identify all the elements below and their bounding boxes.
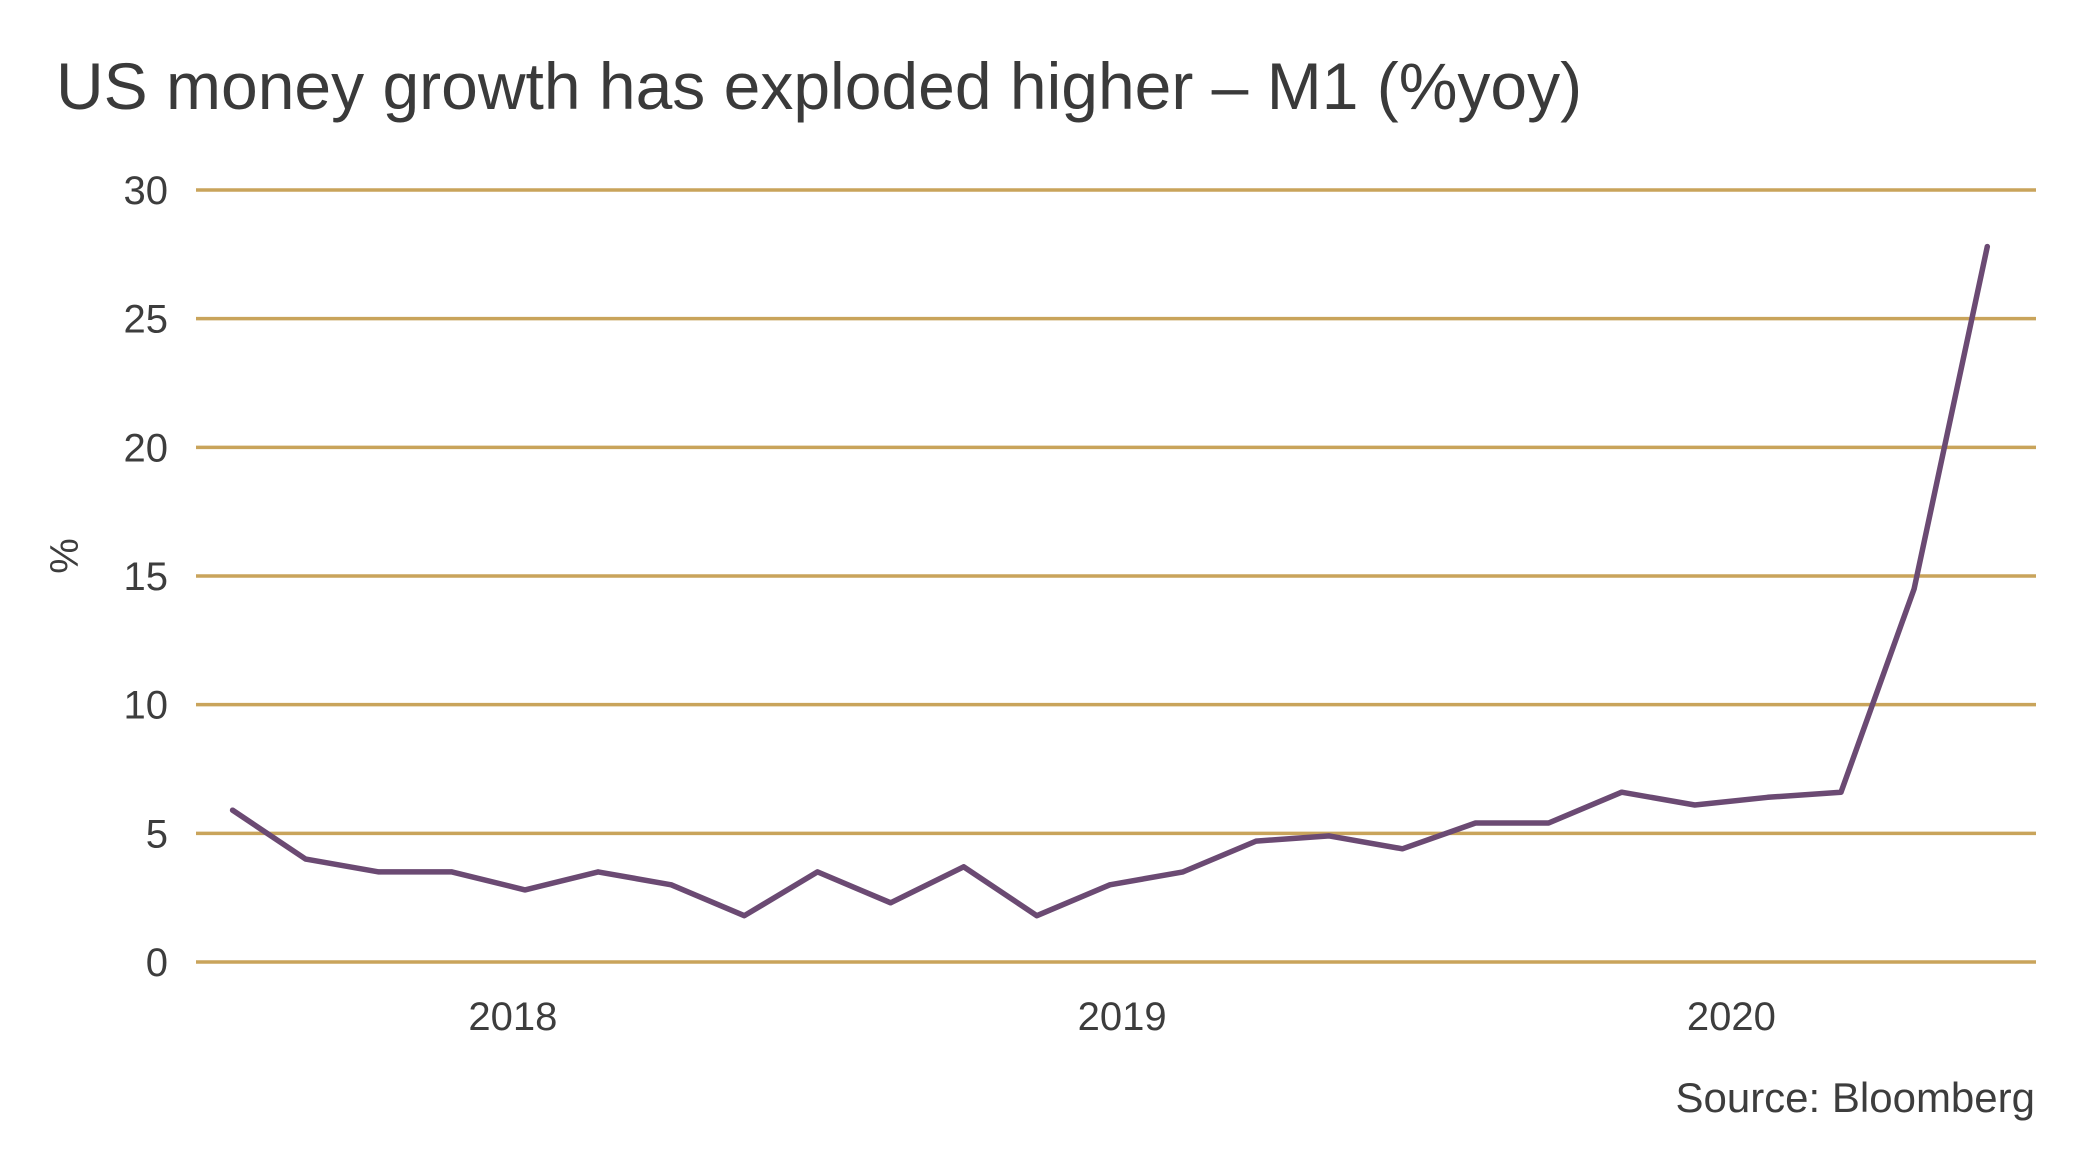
data-point [1107, 882, 1113, 888]
y-tick-label: 0 [146, 941, 168, 985]
y-tick-label: 5 [146, 812, 168, 856]
data-point [1911, 586, 1917, 592]
data-point [1253, 838, 1259, 844]
data-point [1984, 244, 1990, 250]
data-point [449, 869, 455, 875]
y-tick-label: 30 [124, 169, 169, 213]
y-tick-label: 25 [124, 298, 169, 342]
data-point [814, 869, 820, 875]
data-point [1399, 846, 1405, 852]
y-tick-label: 20 [124, 426, 169, 470]
chart-title: US money growth has exploded higher – M1… [56, 49, 1583, 123]
data-point [1619, 789, 1625, 795]
series-layer [229, 243, 1991, 919]
data-point [1472, 820, 1478, 826]
data-point [1546, 820, 1552, 826]
data-point [376, 869, 382, 875]
data-point [1034, 913, 1040, 919]
y-tick-label: 15 [124, 555, 169, 599]
x-tick-label: 2018 [468, 995, 557, 1039]
gridlines [196, 188, 2036, 964]
x-tick-label: 2019 [1078, 995, 1167, 1039]
data-point [961, 864, 967, 870]
x-tick-label: 2020 [1687, 995, 1776, 1039]
data-point [888, 900, 894, 906]
y-axis-label: % [43, 538, 87, 574]
series-line [229, 243, 1991, 919]
data-point [668, 882, 674, 888]
y-axis-ticks: 0 5 10 15 20 25 30 [124, 169, 169, 985]
data-point [741, 913, 747, 919]
data-point [1180, 869, 1186, 875]
data-point [1326, 833, 1332, 839]
data-point [303, 856, 309, 862]
data-point [1765, 794, 1771, 800]
data-point [595, 869, 601, 875]
data-point [522, 887, 528, 893]
data-point [230, 807, 236, 813]
data-point [1838, 789, 1844, 795]
source-note: Source: Bloomberg [1675, 1074, 2035, 1121]
x-axis-ticks: 2018 2019 2020 [468, 995, 1776, 1039]
data-point [1692, 802, 1698, 808]
y-tick-label: 10 [124, 684, 169, 728]
